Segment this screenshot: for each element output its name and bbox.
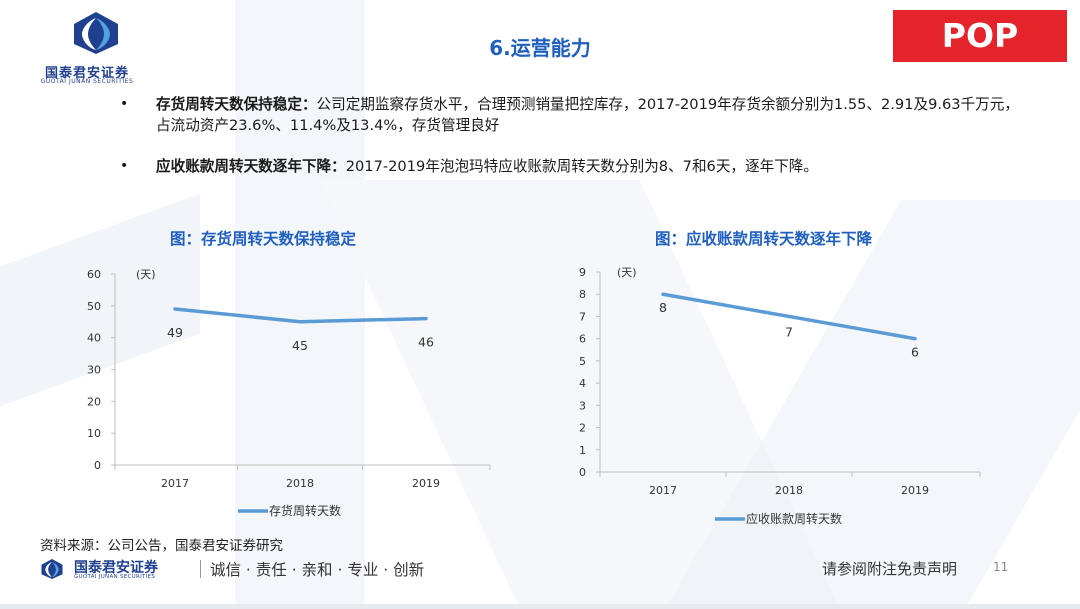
y-tick-label: 9: [579, 266, 586, 279]
x-tick-label: 2019: [412, 477, 440, 490]
x-tick-label: 2018: [775, 484, 803, 497]
y-tick-label: 5: [579, 355, 586, 368]
chart-title-receivables: 图：应收账款周转天数逐年下降: [655, 230, 873, 248]
y-tick-label: 1: [579, 444, 586, 457]
receivable-days-chart: 0 1 2 3 4 5 6 7 8 9 (天) 2017 2018 2019 8 7 6 应收账款周转天数: [579, 266, 981, 526]
data-label: 46: [418, 335, 434, 350]
y-tick-label: 30: [87, 364, 101, 377]
y-tick-label: 20: [87, 395, 101, 408]
x-tick-label: 2018: [286, 477, 314, 490]
x-tick-label: 2017: [161, 477, 189, 490]
y-tick-label: 0: [579, 466, 586, 479]
series-line: [173, 307, 428, 324]
bullet-text: 公司定期监察存货水平，合理预测销量把控库存，2017-2019年存货余额分别为1…: [156, 96, 1019, 134]
y-unit-label: (天): [136, 268, 156, 281]
footer-bar: [0, 604, 1080, 609]
y-tick-label: 7: [579, 310, 586, 323]
footer-divider: [200, 560, 201, 578]
y-unit-label: (天): [617, 266, 637, 279]
bullet-list: • 存货周转天数保持稳定：公司定期监察存货水平，合理预测销量把控库存，2017-…: [120, 94, 1020, 197]
data-label: 45: [292, 338, 308, 353]
chart-title-inventory: 图：存货周转天数保持稳定: [170, 230, 357, 248]
y-tick-label: 40: [87, 332, 101, 345]
y-tick-label: 3: [579, 399, 586, 412]
y-tick-label: 0: [94, 459, 101, 472]
footer-logo-mark: [41, 558, 63, 580]
y-tick-label: 10: [87, 427, 101, 440]
legend-label: 应收账款周转天数: [746, 511, 842, 526]
page-number: 11: [993, 560, 1009, 574]
inventory-days-chart: 0 10 20 30 40 50 60 (天) 2017 2018 2019 49 45 46 存货周转天数: [87, 268, 491, 518]
y-tick-label: 2: [579, 422, 586, 435]
company-logo: 国泰君安证券 GUOTAI JUNAN SECURITIES: [22, 10, 152, 85]
bullet-item: • 存货周转天数保持稳定：公司定期监察存货水平，合理预测销量把控库存，2017-…: [120, 94, 1020, 136]
bullet-dot: •: [120, 158, 129, 174]
slide-title: 6.运营能力: [489, 36, 591, 60]
brand-logo: POP MART: [893, 10, 1067, 107]
data-label: 8: [659, 300, 667, 315]
bullet-item: • 应收账款周转天数逐年下降：2017-2019年泡泡玛特应收账款周转天数分别为…: [120, 156, 1020, 177]
x-tick-label: 2019: [901, 484, 929, 497]
bullet-lead: 应收账款周转天数逐年下降：: [156, 158, 346, 175]
bullet-lead: 存货周转天数保持稳定：: [156, 96, 317, 113]
data-label: 6: [911, 345, 919, 360]
disclaimer-link[interactable]: 请参阅附注免责声明: [822, 560, 958, 578]
data-label: 49: [167, 325, 183, 340]
y-tick-label: 60: [87, 268, 101, 281]
source-note: 资料来源：公司公告，国泰君安证券研究: [40, 538, 283, 554]
footer-logo-subtext: GUOTAI JUNAN SECURITIES: [74, 574, 156, 580]
x-tick-label: 2017: [649, 484, 677, 497]
footer-slogan: 诚信 · 责任 · 亲和 · 专业 · 创新: [210, 561, 425, 579]
bullet-text: 2017-2019年泡泡玛特应收账款周转天数分别为8、7和6天，逐年下降。: [345, 158, 818, 175]
data-label: 7: [785, 324, 793, 339]
bullet-dot: •: [120, 96, 129, 112]
y-tick-label: 4: [579, 377, 586, 390]
company-logo-subtext: GUOTAI JUNAN SECURITIES: [40, 78, 134, 85]
y-tick-label: 6: [579, 333, 586, 346]
footer-logo: 国泰君安证券 GUOTAI JUNAN SECURITIES: [38, 556, 198, 582]
company-logo-mark: [74, 12, 118, 54]
series-line: [661, 292, 917, 341]
y-tick-label: 8: [579, 288, 586, 301]
y-tick-label: 50: [87, 300, 101, 313]
footer-logo-text: 国泰君安证券: [74, 560, 158, 576]
background-band: [235, 0, 365, 609]
legend-label: 存货周转天数: [269, 503, 341, 518]
company-logo-text: 国泰君安证券: [44, 66, 129, 81]
